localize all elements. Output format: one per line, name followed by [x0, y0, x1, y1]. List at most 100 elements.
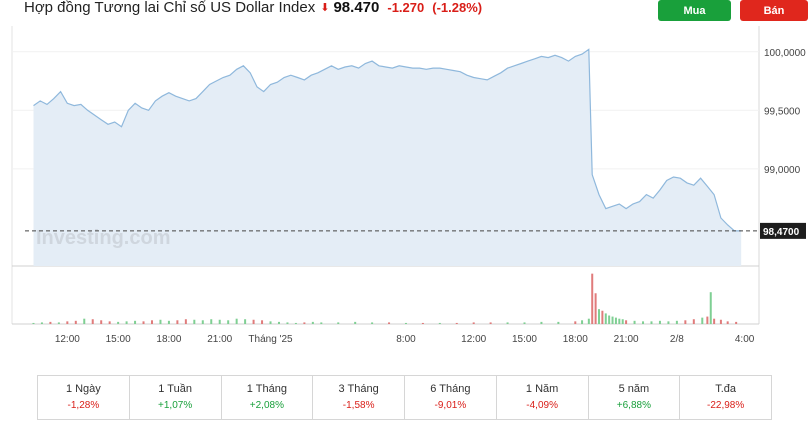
price-change: -1.270 [387, 0, 425, 15]
volume-bar [91, 319, 94, 324]
volume-bar [184, 319, 187, 324]
volume-bar [388, 322, 391, 324]
volume-bar [421, 322, 424, 324]
period-cell[interactable]: 1 Ngày -1,28% [38, 376, 130, 419]
volume-bar [66, 321, 69, 324]
volume-bar [642, 321, 645, 324]
volume-bar [675, 320, 678, 324]
period-label: 1 Tuần [158, 383, 192, 395]
x-tick-label: Tháng '25 [248, 334, 293, 345]
period-change: +1,07% [158, 400, 193, 411]
x-tick-label: 15:00 [106, 334, 131, 345]
volume-bar [667, 321, 670, 324]
sell-button[interactable]: Bán [740, 0, 808, 21]
period-cell[interactable]: 1 Tuần +1,07% [130, 376, 222, 419]
volume-bar [455, 322, 458, 324]
buy-button[interactable]: Mua [658, 0, 731, 21]
last-price-tag [760, 222, 806, 239]
volume-bar [597, 309, 600, 324]
volume-bar [134, 320, 137, 324]
y-tick-label: 100,0000 [764, 48, 806, 59]
volume-bar [252, 319, 255, 324]
volume-bar [523, 322, 526, 324]
period-cell[interactable]: T.đa -22,98% [680, 376, 771, 419]
volume-bar [303, 322, 306, 324]
x-tick-label: 15:00 [512, 334, 537, 345]
volume-bar [608, 315, 611, 324]
volume-bar [277, 321, 280, 324]
volume-bar [40, 322, 43, 324]
x-tick-label: 21:00 [207, 334, 232, 345]
period-change: +2,08% [249, 400, 284, 411]
y-tick-label: 99,5000 [764, 106, 801, 117]
volume-bar [371, 322, 374, 324]
volume-bar [701, 317, 704, 324]
period-cell[interactable]: 6 Tháng -9,01% [405, 376, 497, 419]
volume-bar [438, 322, 441, 324]
volume-bar [506, 322, 509, 324]
volume-bar [581, 320, 584, 324]
volume-bar [108, 321, 111, 324]
volume-bar [726, 321, 729, 324]
instrument-title: Hợp đồng Tương lai Chỉ số US Dollar Inde… [24, 0, 316, 16]
volume-bar [621, 319, 624, 324]
volume-bar [117, 321, 120, 324]
volume-bar [320, 322, 323, 324]
period-cell[interactable]: 1 Tháng +2,08% [222, 376, 314, 419]
period-label: 1 Ngày [65, 383, 101, 395]
period-label: 5 năm [618, 383, 650, 395]
period-label: T.đa [715, 383, 737, 395]
price-chart[interactable]: 100,0000 99,5000 99,0000 Investing.com 98,47… [0, 26, 808, 350]
last-price: 98.470 [333, 0, 380, 16]
volume-bar [32, 322, 35, 324]
period-label: 1 Tháng [246, 383, 287, 395]
volume-bar [557, 321, 560, 324]
volume-bar [594, 293, 597, 324]
volume-bar [227, 320, 230, 324]
volume-bar [49, 321, 52, 324]
volume-bar [176, 320, 179, 324]
volume-bar [311, 321, 314, 324]
price-area [33, 49, 742, 267]
period-change: +6,88% [616, 400, 651, 411]
volume-bar [706, 316, 709, 324]
volume-bar [692, 319, 695, 324]
volume-bar [294, 322, 297, 324]
volume-bar [74, 320, 77, 324]
volume-bar [614, 317, 617, 324]
x-tick-label: 18:00 [563, 334, 588, 345]
period-change: -4,09% [526, 400, 558, 411]
volume-bar [142, 321, 145, 324]
volume-bar [244, 319, 247, 324]
volume-bar [261, 320, 264, 324]
period-change: -9,01% [434, 400, 467, 411]
period-cell[interactable]: 1 Năm -4,09% [497, 376, 589, 419]
volume-bar [472, 322, 475, 324]
volume-bar [650, 321, 653, 324]
volume-bar [633, 320, 636, 324]
volume-bar [150, 320, 153, 324]
volume-bar [604, 313, 607, 324]
volume-bar [591, 273, 594, 324]
period-change: -1,58% [342, 400, 375, 411]
volume-bar [587, 318, 590, 324]
period-cell[interactable]: 5 năm +6,88% [589, 376, 681, 419]
volume-bar [218, 319, 221, 324]
period-cell[interactable]: 3 Tháng -1,58% [313, 376, 405, 419]
volume-bar [57, 322, 60, 324]
x-tick-label: 2/8 [670, 334, 684, 345]
volume-bar [235, 318, 238, 324]
volume-bar [159, 319, 162, 324]
volume-bar [269, 321, 272, 324]
period-label: 6 Tháng [430, 383, 471, 395]
x-tick-label: 8:00 [396, 334, 416, 345]
volume-bar [201, 320, 204, 324]
volume-bar [286, 322, 289, 324]
volume-bar [709, 292, 712, 324]
x-tick-label: 21:00 [614, 334, 639, 345]
volume-bar [719, 319, 722, 324]
volume-bar [404, 322, 407, 324]
volume-bar [100, 320, 103, 324]
y-tick-label: 99,0000 [764, 165, 801, 176]
volume-bar [193, 319, 196, 324]
